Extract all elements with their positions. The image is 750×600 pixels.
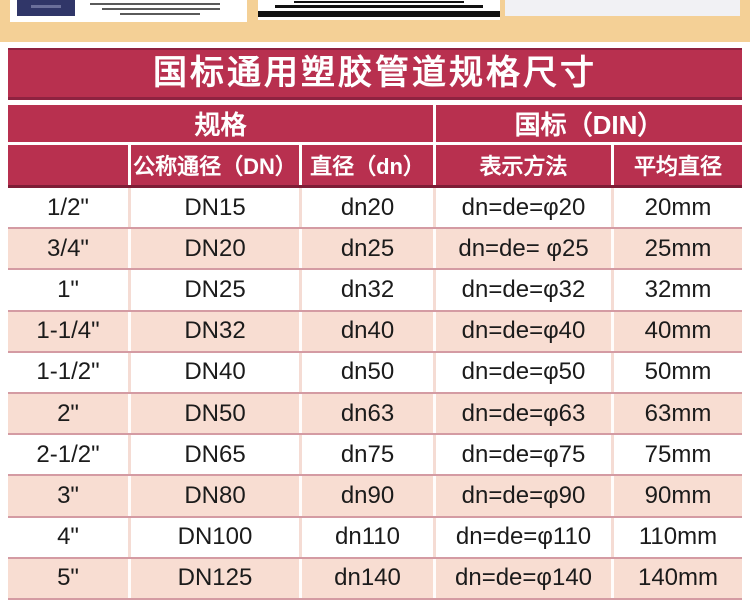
table-cell: 1-1/2" [36,358,100,386]
document-photo-fragment [505,0,740,16]
table-cell: dn=de=φ110 [433,517,611,557]
table-cell: 110mm [611,517,742,557]
table-row: 1" DN25 dn32 dn=de=φ32 32mm [8,270,742,312]
col-header-diameter: 直径（dn） [299,145,434,185]
table-cell: 3/4" [47,234,89,262]
table-cell: DN125 [128,558,299,598]
table-cell: 75mm [611,435,742,475]
booklet-title-mark [31,5,61,8]
fine-print-line [102,8,220,10]
top-photo-strip [0,0,750,42]
pipe-spec-table: 规格 国标（DIN） 公称通径（DN） 直径（dn） 表示方法 平均直径 1/2… [8,105,742,600]
table-cell: dn90 [299,476,433,516]
table-cell: 25mm [611,229,742,269]
table-cell: DN15 [128,188,299,228]
table-cell: dn25 [299,229,433,269]
table-cell: dn=de=φ75 [433,435,611,475]
column-header-row: 公称通径（DN） 直径（dn） 表示方法 平均直径 [8,145,742,188]
table-cell: dn=de= φ25 [433,229,611,269]
table-cell: dn=de=φ90 [433,476,611,516]
table-cell: DN40 [128,352,299,392]
frame-edge [274,5,484,8]
table-cell: dn32 [299,270,433,310]
table-cell: 5" [57,564,79,592]
col-header-average-diameter: 平均直径 [611,145,742,185]
col-header-nominal-diameter: 公称通径（DN） [128,145,300,185]
table-cell: DN50 [128,393,299,434]
table-cell: 40mm [611,311,742,351]
table-row: 3/4" DN20 dn25 dn=de= φ25 25mm [8,229,742,271]
table-cell: 3" [57,481,79,509]
certificate-booklet-icon [17,0,75,16]
table-cell: dn=de=φ140 [433,558,611,598]
table-cell: DN100 [128,517,299,557]
table-cell: 140mm [611,558,742,598]
table-cell: 1/2" [47,193,89,221]
table-cell: dn110 [299,517,433,557]
table-cell: 1-1/4" [36,317,100,345]
col-header-inch [8,145,128,185]
table-cell: DN80 [128,476,299,516]
table-cell: 2" [57,399,79,427]
table-cell: 2-1/2" [36,440,100,468]
table-cell: 90mm [611,476,742,516]
table-cell: dn63 [299,393,433,434]
fine-print-line [120,13,200,15]
table-row: 1/2" DN15 dn20 dn=de=φ20 20mm [8,188,742,230]
table-cell: dn=de=φ20 [433,188,611,228]
table-cell: dn=de=φ50 [433,352,611,392]
group-header-spec: 规格 [8,105,434,142]
table-cell: dn=de=φ40 [433,311,611,351]
table-row: 2" DN50 dn63 dn=de=φ63 63mm [8,393,742,436]
table-cell: dn40 [299,311,433,351]
group-header-row: 规格 国标（DIN） [8,105,742,142]
table-cell: 32mm [611,270,742,310]
table-row: 2-1/2" DN65 dn75 dn=de=φ75 75mm [8,435,742,477]
table-row: 3" DN80 dn90 dn=de=φ90 90mm [8,476,742,518]
table-cell: dn=de=φ32 [433,270,611,310]
table-cell: DN25 [128,270,299,310]
framed-certificate-fragment [258,0,500,20]
page-title: 国标通用塑胶管道规格尺寸 [8,48,742,100]
table-cell: 4" [57,523,79,551]
frame-edge [258,11,500,17]
table-cell: dn20 [299,188,433,228]
table-cell: 1" [57,275,79,303]
table-row: 1-1/4" DN32 dn40 dn=de=φ40 40mm [8,311,742,353]
table-cell: 63mm [611,393,742,434]
divider-gap [0,42,750,48]
table-cell: 20mm [611,188,742,228]
frame-edge [294,1,464,3]
table-cell: DN20 [128,229,299,269]
fine-print-line [90,3,220,5]
table-row: 5" DN125 dn140 dn=de=φ140 140mm [8,558,742,600]
table-cell: dn=de=φ63 [433,393,611,434]
group-header-din: 国标（DIN） [433,105,742,142]
certificate-photo-fragment [10,0,247,22]
table-cell: DN65 [128,435,299,475]
table-row: 1-1/2" DN40 dn50 dn=de=φ50 50mm [8,352,742,394]
table-cell: dn140 [299,558,433,598]
table-row: 4" DN100 dn110 dn=de=φ110 110mm [8,517,742,559]
table-body: 1/2" DN15 dn20 dn=de=φ20 20mm 3/4" DN20 dn25 dn=… [8,188,742,600]
table-cell: DN32 [128,311,299,351]
table-cell: 50mm [611,352,742,392]
table-cell: dn75 [299,435,433,475]
table-cell: dn50 [299,352,433,392]
col-header-notation: 表示方法 [433,145,612,185]
